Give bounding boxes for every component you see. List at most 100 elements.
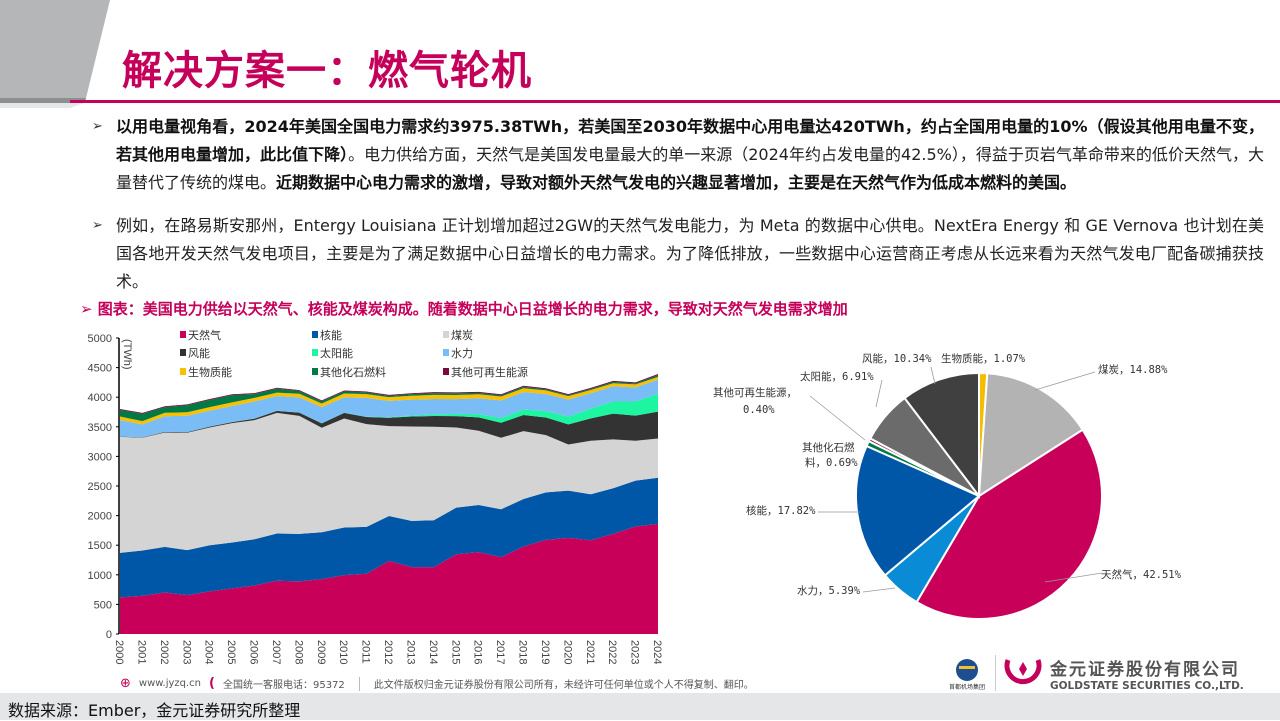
- footer-separator: [358, 676, 360, 691]
- pie-slice-1: [977, 372, 1085, 498]
- legend-label: 其他可再生能源: [451, 365, 528, 379]
- pie-label-wind: 风能，10.34%: [862, 353, 932, 365]
- legend-label: 水力: [451, 347, 473, 360]
- legend-swatch: [180, 331, 186, 338]
- x-tick-label: 2009: [315, 640, 327, 664]
- pie-label-coal: 煤炭，14.88%: [1098, 364, 1168, 376]
- pie-label-other-renewables: 其他可再生能源，: [713, 387, 797, 399]
- area-series-7: [120, 375, 658, 422]
- disclaimer: 此文件版权归金元证券股份有限公司所有，未经许可任何单位或个人不得复制、翻印。: [373, 680, 754, 691]
- y-tick-label: 3500: [88, 422, 112, 434]
- pie-slice-8: [903, 371, 980, 499]
- x-tick-label: 2000: [113, 640, 125, 664]
- x-tick-label: 2008: [292, 640, 304, 664]
- legend-swatch: [443, 368, 449, 375]
- area-series-4: [120, 393, 658, 438]
- y-tick-label: 4000: [88, 392, 112, 404]
- y-tick-label: 4500: [88, 363, 112, 375]
- pie-label-other-fossil-value: 料，0.69%: [805, 457, 858, 469]
- arrow-right-icon: ➢: [92, 119, 103, 134]
- x-tick-label: 2015: [449, 640, 461, 664]
- pie-leader-line: [930, 366, 936, 385]
- legend-label: 天然气: [188, 328, 221, 342]
- page-title: 解决方案一：燃气轮机: [122, 48, 532, 94]
- x-tick-label: 2003: [180, 640, 192, 664]
- y-tick-label: 3000: [88, 451, 112, 463]
- bullet-text: 例如，在路易斯安那州，Entergy Louisiana 正计划增加超过2GW的…: [116, 216, 1264, 291]
- figure-caption: ➢ 图表：美国电力供给以天然气、核能及煤炭构成。随着数据中心日益增长的电力需求，…: [80, 300, 848, 318]
- bold-text: 近期数据中心电力需求的激增，导致对额外天然气发电的兴趣显著增加，主要是在天然气作…: [276, 173, 1077, 192]
- data-source: 数据来源：Ember，金元证券研究所整理: [8, 701, 301, 720]
- website-link[interactable]: www.jyzq.cn: [138, 678, 202, 689]
- hotline: 全国统一客服电话：95372: [222, 680, 345, 691]
- y-axis-label: (TWh): [121, 339, 133, 370]
- partner-logo-icon: [956, 658, 978, 681]
- x-tick-label: 2005: [225, 640, 237, 664]
- y-tick-label: 1000: [88, 570, 112, 582]
- pie-label-solar: 太阳能，6.91%: [800, 371, 874, 383]
- x-tick-label: 2018: [517, 640, 529, 664]
- pie-label-other-fossil: 其他化石燃: [802, 442, 855, 454]
- pie-slice-2: [915, 428, 1103, 620]
- arrow-right-icon: ➢: [92, 218, 103, 233]
- body-text: 。电力供给方面，天然气是美国发电量最大的单一来源（2024年约占发电量的42.5…: [116, 145, 1264, 192]
- pie-leader-line: [875, 379, 883, 408]
- pie-label-biomass: 生物质能，1.07%: [941, 353, 1026, 365]
- legend-label: 煤炭: [451, 329, 473, 342]
- partner-logo: 首都机场集团: [945, 656, 989, 691]
- legend-swatch: [443, 331, 449, 338]
- legend-label: 生物质能: [188, 365, 232, 379]
- x-tick-label: 2023: [629, 640, 641, 664]
- pie-leader-line: [1044, 572, 1103, 583]
- legend-swatch: [312, 368, 318, 375]
- area-series-3: [120, 410, 658, 445]
- source-strip: [0, 693, 1280, 720]
- pie-leader-line: [809, 395, 866, 441]
- area-series-2: [120, 412, 658, 553]
- company-name-cn: 金元证券股份有限公司: [1050, 659, 1240, 680]
- pie-slice-4: [855, 444, 981, 577]
- x-tick-label: 2004: [203, 640, 215, 664]
- legend-swatch: [312, 331, 318, 338]
- legend-label: 风能: [188, 346, 210, 360]
- legend-label: 核能: [320, 328, 342, 342]
- y-tick-label: 2000: [88, 511, 112, 523]
- x-tick-label: 2016: [472, 640, 484, 664]
- x-tick-label: 2001: [135, 640, 147, 664]
- x-tick-label: 2011: [360, 640, 372, 664]
- x-tick-label: 2012: [382, 640, 394, 664]
- pie-label-hydro: 水力，5.39%: [797, 585, 861, 597]
- x-tick-label: 2021: [584, 640, 596, 664]
- legend-swatch: [180, 368, 186, 375]
- x-tick-label: 2002: [158, 640, 170, 664]
- area-series-6: [120, 376, 658, 425]
- legend-swatch: [180, 349, 186, 356]
- x-tick-label: 2010: [337, 640, 349, 664]
- bullet-text: 以用电量视角看，2024年美国全国电力需求约3975.38TWh，若美国至203…: [116, 113, 1264, 197]
- x-tick-label: 2007: [270, 640, 282, 664]
- y-tick-label: 1500: [88, 540, 112, 552]
- pie-label-nuclear: 核能，17.82%: [746, 505, 816, 517]
- bullet-point: ➢ 例如，在路易斯安那州，Entergy Louisiana 正计划增加超过2G…: [92, 212, 1264, 296]
- title-divider: [70, 100, 1280, 103]
- x-tick-label: 2013: [404, 640, 416, 664]
- legend-label: 其他化石燃料: [320, 365, 386, 379]
- pie-label-other-renewables-value: 0.40%: [743, 404, 775, 416]
- company-logo: 首都机场集团 金元证券股份有限公司 GOLDSTATE SECURITIES C…: [945, 654, 1244, 692]
- x-tick-label: 2024: [651, 640, 663, 664]
- goldstate-logo-icon: [1004, 659, 1042, 684]
- footer: ⊕ www.jyzq.cn ( 全国统一客服电话：95372 此文件版权归金元证…: [120, 676, 754, 691]
- partner-logo-text: 首都机场集团: [948, 683, 985, 691]
- pie-leader-line: [1034, 371, 1096, 391]
- corner-decoration: [0, 0, 110, 108]
- area-series-5: [120, 379, 658, 438]
- y-tick-label: 500: [94, 599, 112, 611]
- x-tick-label: 2017: [494, 640, 506, 664]
- pie-label-gas: 天然气，42.51%: [1101, 569, 1181, 581]
- legend-swatch: [312, 349, 318, 356]
- bullet-point: ➢ 以用电量视角看，2024年美国全国电力需求约3975.38TWh，若美国至2…: [92, 113, 1264, 197]
- globe-icon: ⊕: [120, 676, 131, 691]
- x-tick-label: 2014: [427, 640, 439, 664]
- phone-icon: (: [209, 676, 215, 691]
- x-tick-label: 2006: [248, 640, 260, 664]
